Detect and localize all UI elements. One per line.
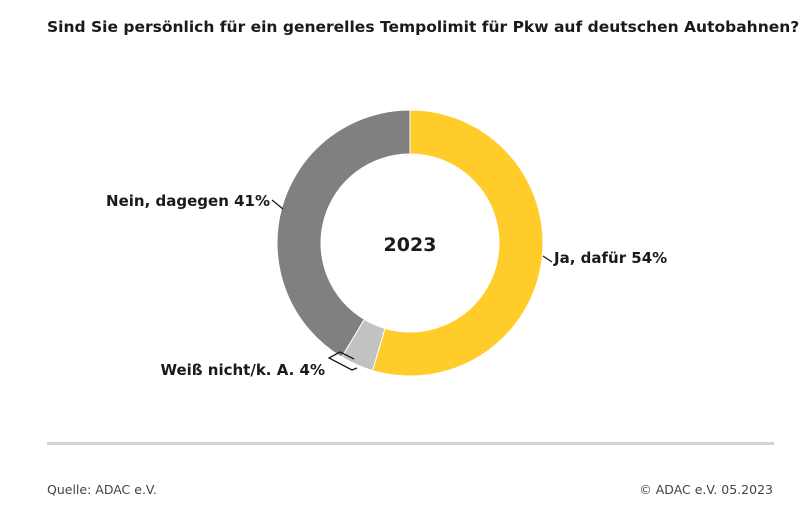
leader-line-weiss — [327, 351, 358, 371]
donut-slice-0 — [371, 109, 544, 377]
slice-label-nein: Nein, dagegen 41% — [106, 192, 270, 210]
source-note: Quelle: ADAC e.V. — [47, 482, 157, 497]
leader-line-ja — [542, 255, 553, 263]
footer-divider — [47, 442, 774, 445]
chart-title: Sind Sie persönlich für ein generelles T… — [47, 18, 800, 36]
leader-line-nein — [271, 199, 284, 210]
donut-slice-2 — [276, 109, 411, 358]
copyright-note: © ADAC e.V. 05.2023 — [639, 482, 773, 497]
donut-chart: 2023 Ja, dafür 54% Nein, dagegen 41% Wei… — [106, 109, 667, 379]
slice-label-ja: Ja, dafür 54% — [553, 249, 667, 267]
slice-label-weiss: Weiß nicht/k. A. 4% — [160, 361, 325, 379]
center-year-label: 2023 — [384, 234, 437, 256]
